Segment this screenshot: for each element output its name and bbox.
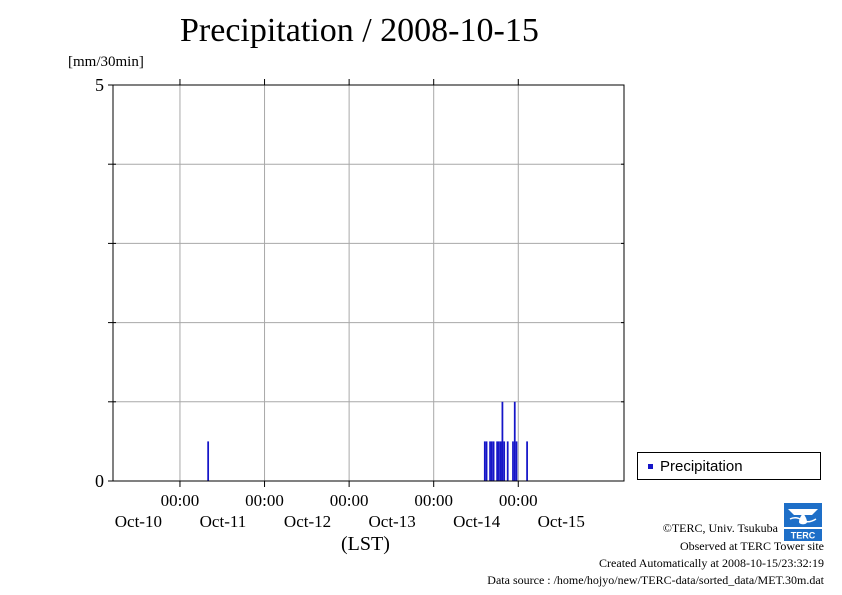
bar-series — [207, 401, 528, 481]
precipitation-bar — [496, 441, 499, 481]
plot-frame — [112, 84, 625, 482]
y-tick-label: 5 — [95, 75, 104, 95]
precipitation-bar — [489, 441, 491, 481]
x-tick-date-label: Oct-15 — [538, 512, 585, 531]
legend-label: Precipitation — [660, 458, 743, 475]
precipitation-bar — [501, 401, 504, 481]
x-tick-date-label: Oct-10 — [115, 512, 162, 531]
legend: Precipitation — [637, 452, 821, 480]
grid-lines — [113, 85, 624, 481]
x-tick-date-label: Oct-14 — [453, 512, 501, 531]
precipitation-bar — [483, 441, 486, 481]
precipitation-bar — [503, 441, 506, 481]
precipitation-bar — [490, 441, 493, 481]
precipitation-bar — [512, 441, 514, 481]
site-text: Observed at TERC Tower site — [679, 539, 824, 553]
y-tick-label: 0 — [95, 471, 104, 491]
x-tick-time-label: 00:00 — [245, 491, 284, 510]
created-text: Created Automatically at 2008-10-15/23:3… — [599, 556, 824, 570]
precipitation-bar — [506, 441, 509, 481]
precipitation-bar — [485, 441, 488, 481]
x-tick-time-label: 00:00 — [330, 491, 369, 510]
precipitation-bar — [526, 441, 528, 481]
logo-text: TERC — [791, 531, 816, 541]
precipitation-bar — [492, 441, 495, 481]
y-axis-unit-label: [mm/30min] — [68, 54, 144, 70]
chart-title: Precipitation / 2008-10-15 — [180, 12, 539, 49]
precipitation-bar — [499, 441, 502, 481]
precipitation-bar — [498, 441, 500, 481]
precipitation-bar — [207, 441, 210, 481]
x-tick-time-label: 00:00 — [161, 491, 200, 510]
precipitation-bar — [513, 401, 516, 481]
x-axis-label: (LST) — [341, 533, 390, 555]
precipitation-bar — [515, 441, 518, 481]
terc-logo-icon: TERC — [784, 503, 822, 541]
x-tick-date-label: Oct-12 — [284, 512, 331, 531]
axis-ticks — [108, 79, 624, 487]
x-tick-date-label: Oct-13 — [369, 512, 416, 531]
x-tick-time-label: 00:00 — [414, 491, 453, 510]
legend-swatch — [648, 464, 653, 469]
x-tick-time-label: 00:00 — [499, 491, 538, 510]
copyright-text: ©TERC, Univ. Tsukuba — [662, 521, 778, 535]
x-tick-date-label: Oct-11 — [200, 512, 247, 531]
source-text: Data source : /home/hojyo/new/TERC-data/… — [487, 573, 824, 587]
tick-labels: 0500:00Oct-1100:00Oct-1200:00Oct-1300:00… — [95, 75, 585, 531]
